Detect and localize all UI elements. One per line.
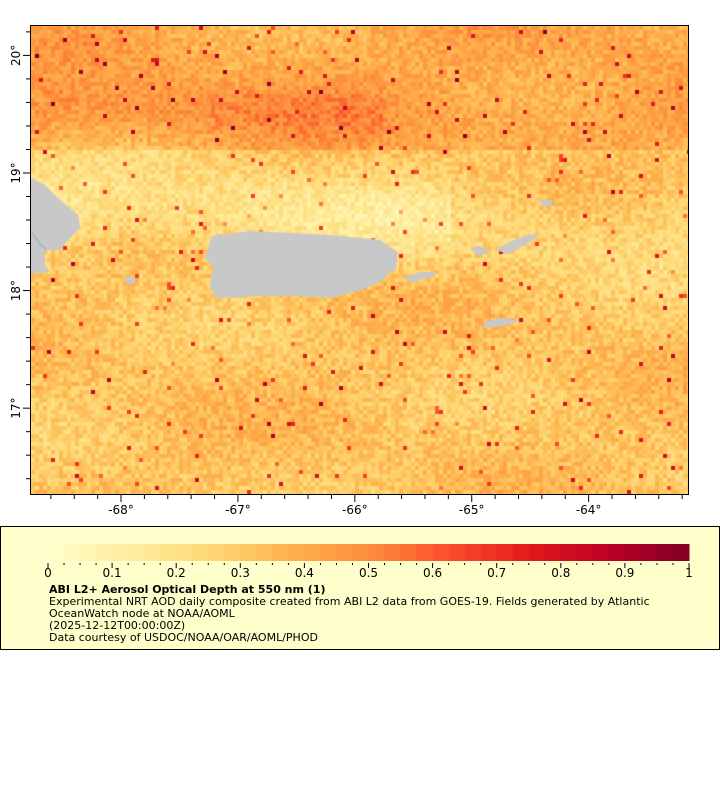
colorbar-swatch [528,544,546,561]
colorbar-swatch [64,544,81,561]
colorbar-swatch [544,544,562,561]
colorbar-swatch [128,544,145,561]
legend-time: (2025-12-12T00:00:00Z) [49,619,186,632]
colorbar-tick-label: 0.8 [551,566,570,580]
colorbar-swatch [624,544,642,561]
legend-description-1: Experimental NRT AOD daily composite cre… [49,595,650,608]
colorbar-tick-label: 0.7 [487,566,506,580]
colorbar-tick-label: 0 [44,566,52,580]
x-tick-label: -67° [225,503,251,517]
colorbar-swatch [336,544,353,561]
colorbar-swatch [80,544,97,561]
colorbar-swatch [592,544,610,561]
colorbar-swatch [416,544,434,561]
legend-description-2: OceanWatch node at NOAA/AOML [49,607,235,620]
colorbar-swatch [560,544,578,561]
colorbar-tick-label: 0.1 [103,566,122,580]
colorbar-tick-label: 0.4 [295,566,314,580]
colorbar-swatch [256,544,273,561]
colorbar-swatch [160,544,177,561]
colorbar-swatch [400,544,418,561]
colorbar-tick-label: 0.6 [423,566,442,580]
colorbar-swatch [576,544,594,561]
x-tick-label: -66° [342,503,368,517]
y-tick-label: 20° [9,45,23,66]
colorbar-swatch [464,544,482,561]
colorbar-swatch [224,544,241,561]
colorbar-swatch [352,544,369,561]
map-border [30,25,689,495]
colorbar-swatch [48,544,65,561]
colorbar-tick-label: 0.5 [359,566,378,580]
colorbar-swatch [656,544,674,561]
colorbar-swatch [192,544,209,561]
aod-heatmap [31,26,688,494]
colorbar-swatch [240,544,257,561]
colorbar-tick-label: 0.9 [615,566,634,580]
y-tick-label: 18° [9,280,23,301]
colorbar-swatch [272,544,289,561]
colorbar-swatch [640,544,658,561]
colorbar-swatch [96,544,113,561]
colorbar-tick-label: 1 [685,566,693,580]
map-plot-area [31,26,688,494]
colorbar-swatch [608,544,626,561]
colorbar-swatch [304,544,321,561]
colorbar-tick-label: 0.3 [231,566,250,580]
map-axes: -68° -67° -66° -65° -64° 17° 18° 19° 20° [9,25,689,517]
colorbar-swatch [512,544,530,561]
x-tick-label: -64° [576,503,602,517]
y-tick-label: 17° [9,398,23,419]
colorbar: 0 0.1 0.2 0.3 0.4 0.5 0.6 0.7 0.8 0.9 1 [44,544,693,580]
colorbar-swatch [112,544,129,561]
colorbar-swatch [448,544,466,561]
colorbar-swatch [288,544,305,561]
colorbar-tick-label: 0.2 [167,566,186,580]
legend-title: ABI L2+ Aerosol Optical Depth at 550 nm … [49,583,326,596]
colorbar-swatch [176,544,193,561]
legend-credit: Data courtesy of USDOC/NOAA/OAR/AOML/PHO… [49,631,318,644]
colorbar-swatch [368,544,386,561]
colorbar-swatch [672,544,690,561]
x-tick-label: -65° [459,503,485,517]
colorbar-swatch [384,544,402,561]
colorbar-swatch [320,544,337,561]
colorbar-swatch [144,544,161,561]
y-tick-label: 19° [9,162,23,183]
colorbar-swatch [496,544,514,561]
colorbar-swatch [432,544,450,561]
legend-panel: 0 0.1 0.2 0.3 0.4 0.5 0.6 0.7 0.8 0.9 1 ABI L2+ Ae… [0,526,720,650]
x-tick-label: -68° [108,503,134,517]
colorbar-swatch [480,544,498,561]
colorbar-swatch [208,544,225,561]
